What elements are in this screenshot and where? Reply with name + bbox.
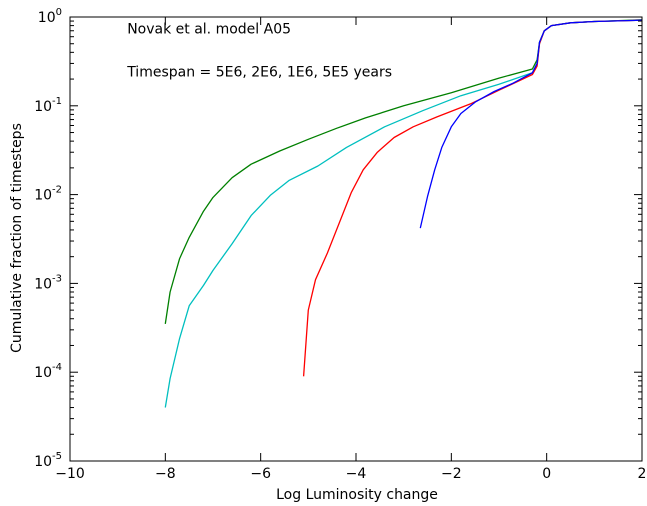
y-tick-label: 10-3 [34, 273, 62, 292]
series-line-4 [419, 19, 643, 229]
x-tick-label: 2 [638, 466, 647, 482]
y-tick-label: 10-1 [34, 96, 62, 115]
x-tick-label: 0 [542, 466, 551, 482]
annotations: Novak et al. model A05 Timespan = 5E6, 2E… [126, 22, 392, 81]
annotation-1: Novak et al. model A05 [127, 22, 291, 38]
y-tick-label: 10-4 [34, 362, 62, 381]
y-tick-label: 10-2 [34, 185, 62, 204]
x-tick-label: −2 [441, 466, 462, 482]
y-tick-label: 100 [38, 7, 62, 26]
y-tick-label: 10-5 [34, 451, 62, 470]
x-tick-label: −10 [55, 466, 85, 482]
x-tick-label: −8 [155, 466, 176, 482]
x-axis-label: Log Luminosity change [276, 487, 438, 503]
x-tick-label: −4 [346, 466, 367, 482]
x-tick-label: −6 [250, 466, 271, 482]
y-axis-label: Cumulative fraction of timesteps [9, 123, 25, 353]
axis-ticks: −10 −8 −6 −4 −2 0 2 10-5 10-4 10-3 10-2 10-1 100 [34, 7, 646, 482]
series-layer [164, 19, 643, 408]
annotation-2: Timespan = 5E6, 2E6, 1E6, 5E5 years [126, 64, 392, 80]
